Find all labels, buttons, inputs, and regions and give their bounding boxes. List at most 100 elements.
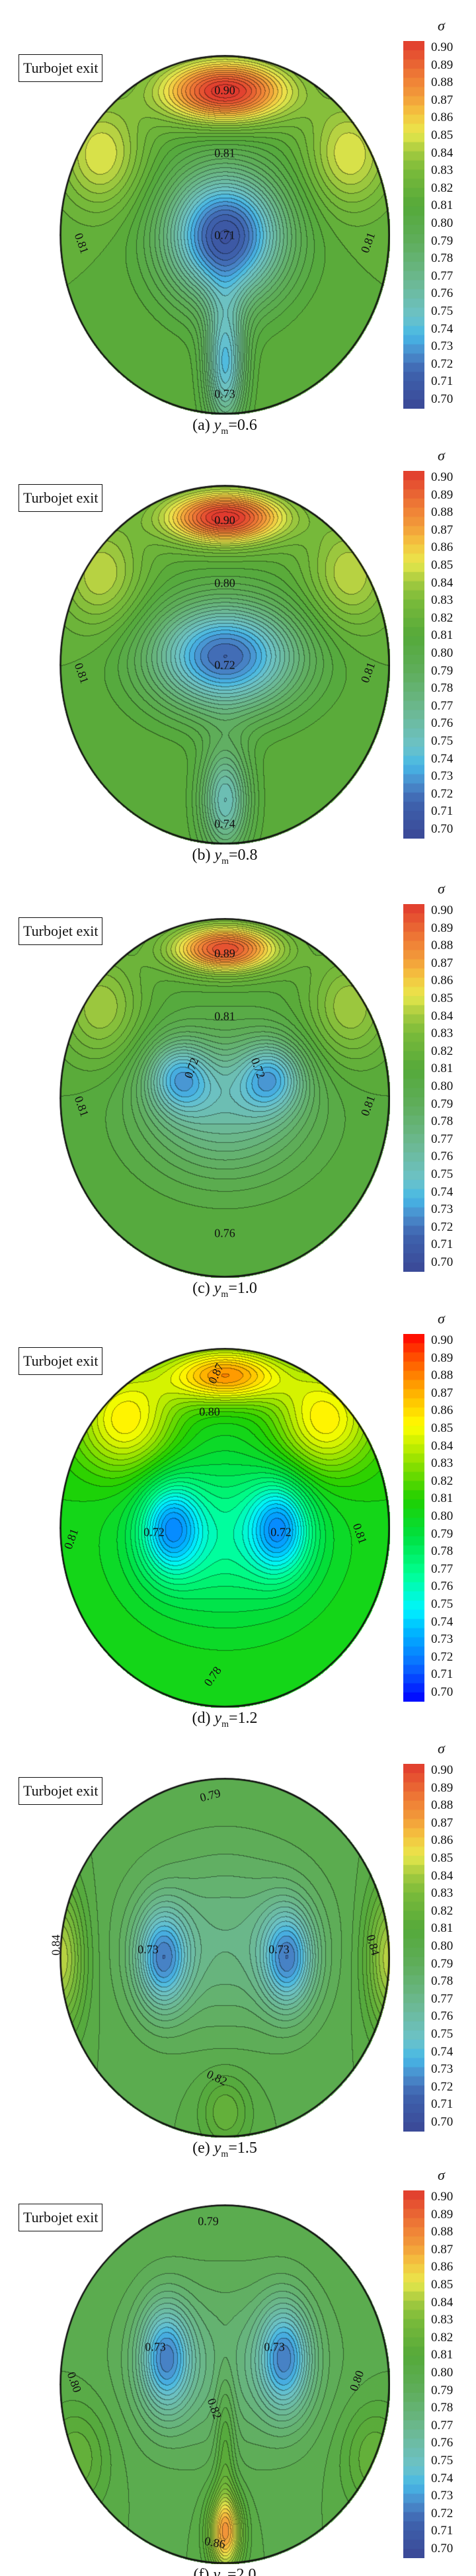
colorbar-tick-label: 0.79 (431, 233, 454, 248)
contour-label: 0.79 (198, 2214, 219, 2228)
colorbar-tick-label: 0.73 (431, 769, 454, 784)
contour-label: 0.89 (214, 946, 235, 960)
caption-letter: (d) (192, 1710, 211, 1727)
colorbar-tick-label: 0.73 (431, 2062, 454, 2077)
contour-label: 0.73 (145, 2340, 166, 2354)
colorbar-tick-label: 0.83 (431, 1886, 454, 1901)
contour-panel: 0.87 0.80 0.81 0.81 0.72 0.72 0.78 Turbojet exi… (0, 1293, 476, 1729)
turbojet-exit-label: Turbojet exit (19, 1347, 103, 1375)
colorbar-tick-label: 0.80 (431, 1939, 454, 1953)
caption-letter: (f) (193, 2566, 210, 2576)
colorbar-tick-label: 0.71 (431, 1667, 454, 1682)
contour-label: 0.81 (214, 146, 235, 160)
colorbar-tick-label: 0.74 (431, 751, 454, 766)
panel-caption: (c) ym=1.0 (0, 1280, 463, 1300)
colorbar-tick-label: 0.79 (431, 2383, 454, 2397)
colorbar-tick-label: 0.77 (431, 269, 454, 283)
contour-label: 0.73 (214, 387, 235, 401)
colorbar-tick-label: 0.87 (431, 522, 454, 537)
contour-panel: 0.79 0.80 0.80 0.73 0.73 0.82 0.86 Turbojet exi… (0, 2149, 476, 2576)
colorbar-tick-label: 0.76 (431, 2436, 454, 2450)
colorbar-tick-label: 0.72 (431, 786, 454, 801)
colorbar-tick-label: 0.90 (431, 2190, 454, 2204)
colorbar-tick-label: 0.83 (431, 163, 454, 178)
colorbar-tick-label: 0.82 (431, 1474, 454, 1488)
colorbar-tick-label: 0.86 (431, 1403, 454, 1418)
colorbar-tick-label: 0.82 (431, 1903, 454, 1918)
contour-label: 0.81 (214, 1009, 235, 1023)
contour-label: 0.90 (214, 513, 235, 527)
contour-field (60, 1348, 390, 1708)
colorbar-tick-label: 0.73 (431, 1202, 454, 1217)
colorbar (403, 1764, 424, 2132)
colorbar-tick-label: 0.80 (431, 646, 454, 660)
caption-variable: y (213, 2566, 221, 2576)
colorbar-tick-label: 0.78 (431, 1114, 454, 1129)
colorbar-tick-label: 0.88 (431, 1368, 454, 1383)
colorbar-tick-label: 0.77 (431, 1991, 454, 2006)
caption-letter: (c) (192, 1280, 210, 1297)
contour-label: 0.74 (214, 817, 235, 831)
colorbar-tick-label: 0.82 (431, 610, 454, 625)
turbojet-exit-label: Turbojet exit (19, 484, 103, 512)
colorbar-tick-label: 0.74 (431, 321, 454, 336)
colorbar-tick-label: 0.75 (431, 2027, 454, 2041)
caption-subscript: m (221, 2149, 229, 2159)
colorbar-tick-label: 0.81 (431, 628, 454, 643)
colorbar-tick-label: 0.72 (431, 1649, 454, 1664)
colorbar-tick-label: 0.85 (431, 2278, 454, 2292)
caption-subscript: m (221, 1719, 229, 1729)
colorbar-tick-label: 0.81 (431, 198, 454, 213)
contour-label: 0.73 (138, 1942, 159, 1956)
contour-panel: 0.79 0.84 0.84 0.73 0.73 0.82 Turbojet exit σ 0.… (0, 1723, 476, 2159)
contour-label: 0.72 (270, 1525, 292, 1539)
colorbar-tick-label: 0.84 (431, 2295, 454, 2309)
colorbar-tick-label: 0.79 (431, 1956, 454, 1971)
colorbar-tick-label: 0.76 (431, 1579, 454, 1594)
colorbar-tick-label: 0.80 (431, 1509, 454, 1523)
contour-field (60, 1778, 390, 2138)
contour-label: 0.72 (143, 1525, 165, 1539)
panel-caption: (f) ym=2.0 (0, 2566, 463, 2576)
colorbar (403, 904, 424, 1272)
colorbar-tick-label: 0.85 (431, 1421, 454, 1435)
colorbar-tick-label: 0.88 (431, 2225, 454, 2239)
colorbar-tick-label: 0.83 (431, 1456, 454, 1471)
colorbar-tick-label: 0.78 (431, 251, 454, 266)
colorbar-tick-label: 0.76 (431, 2009, 454, 2024)
colorbar-tick-label: 0.77 (431, 1132, 454, 1146)
colorbar-tick-label: 0.90 (431, 40, 454, 54)
colorbar-tick-label: 0.86 (431, 540, 454, 555)
colorbar-tick-label: 0.77 (431, 2418, 454, 2432)
colorbar-tick-label: 0.86 (431, 974, 454, 988)
caption-subscript: m (221, 1289, 229, 1300)
colorbar-tick-label: 0.77 (431, 698, 454, 713)
colorbar-tick-label: 0.73 (431, 1632, 454, 1647)
contour-label: 0.73 (264, 2340, 285, 2354)
contour-panel: 0.90 0.81 0.81 0.81 0.71 0.73 Turbojet exit σ 0.… (0, 0, 476, 436)
colorbar-title: σ (438, 447, 445, 464)
colorbar-tick-label: 0.87 (431, 1386, 454, 1400)
colorbar-tick-label: 0.89 (431, 2207, 454, 2222)
colorbar-tick-label: 0.70 (431, 392, 454, 406)
colorbar-tick-label: 0.88 (431, 75, 454, 90)
colorbar-tick-label: 0.75 (431, 1167, 454, 1181)
colorbar-tick-label: 0.85 (431, 1851, 454, 1865)
colorbar-tick-label: 0.72 (431, 2506, 454, 2520)
colorbar-tick-label: 0.75 (431, 1597, 454, 1611)
caption-variable: y (214, 2140, 221, 2157)
colorbar-tick-label: 0.80 (431, 216, 454, 230)
colorbar-tick-label: 0.90 (431, 470, 454, 484)
panel-caption: (a) ym=0.6 (0, 417, 463, 437)
colorbar-tick-label: 0.74 (431, 2044, 454, 2059)
colorbar-tick-label: 0.82 (431, 1044, 454, 1058)
panel-caption: (b) ym=0.8 (0, 847, 463, 867)
turbojet-exit-label: Turbojet exit (19, 54, 103, 82)
colorbar-tick-label: 0.87 (431, 2242, 454, 2257)
caption-subscript: m (221, 856, 229, 866)
colorbar-tick-label: 0.85 (431, 558, 454, 572)
colorbar-tick-label: 0.72 (431, 2079, 454, 2094)
colorbar-tick-label: 0.76 (431, 286, 454, 301)
colorbar-tick-label: 0.83 (431, 593, 454, 608)
